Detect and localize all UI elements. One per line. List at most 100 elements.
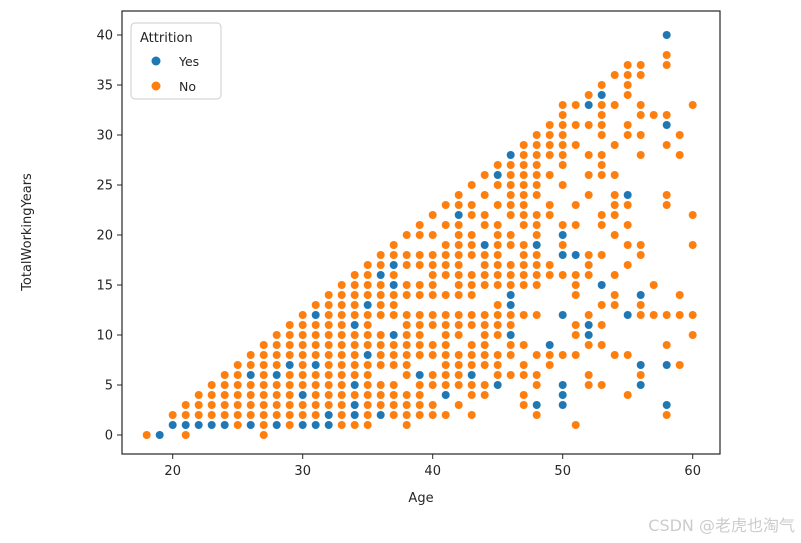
data-point-no bbox=[584, 311, 593, 319]
data-point-yes bbox=[298, 421, 307, 429]
data-point-no bbox=[675, 311, 684, 319]
data-point-no bbox=[532, 181, 541, 189]
data-point-no bbox=[454, 291, 463, 299]
data-point-no bbox=[480, 211, 489, 219]
data-point-no bbox=[623, 91, 632, 99]
data-point-no bbox=[623, 351, 632, 359]
data-point-no bbox=[571, 271, 580, 279]
data-point-no bbox=[597, 121, 606, 129]
data-point-yes bbox=[623, 311, 632, 319]
data-point-no bbox=[597, 161, 606, 169]
data-point-no bbox=[389, 351, 398, 359]
data-point-yes bbox=[350, 411, 359, 419]
data-point-no bbox=[571, 121, 580, 129]
data-point-no bbox=[623, 391, 632, 399]
data-point-no bbox=[363, 331, 372, 339]
data-point-no bbox=[571, 351, 580, 359]
data-point-no bbox=[584, 151, 593, 159]
data-point-no bbox=[493, 371, 502, 379]
data-point-no bbox=[363, 271, 372, 279]
data-point-no bbox=[584, 341, 593, 349]
data-point-no bbox=[532, 151, 541, 159]
data-point-no bbox=[298, 341, 307, 349]
data-point-yes bbox=[506, 151, 515, 159]
data-point-no bbox=[467, 321, 476, 329]
data-point-no bbox=[610, 211, 619, 219]
data-point-no bbox=[324, 371, 333, 379]
data-point-no bbox=[389, 401, 398, 409]
data-point-no bbox=[623, 131, 632, 139]
data-point-no bbox=[467, 391, 476, 399]
data-point-no bbox=[220, 401, 229, 409]
data-point-no bbox=[337, 281, 346, 289]
data-point-no bbox=[519, 141, 528, 149]
data-point-no bbox=[467, 251, 476, 259]
data-point-no bbox=[532, 141, 541, 149]
data-point-no bbox=[506, 181, 515, 189]
data-point-yes bbox=[389, 331, 398, 339]
scatter-points bbox=[142, 31, 697, 439]
data-point-no bbox=[454, 401, 463, 409]
data-point-no bbox=[285, 331, 294, 339]
data-point-yes bbox=[155, 431, 164, 439]
data-point-no bbox=[467, 381, 476, 389]
data-point-no bbox=[298, 321, 307, 329]
data-point-no bbox=[428, 291, 437, 299]
data-point-no bbox=[363, 321, 372, 329]
data-point-yes bbox=[623, 191, 632, 199]
data-point-no bbox=[454, 311, 463, 319]
data-point-no bbox=[584, 271, 593, 279]
data-point-no bbox=[493, 301, 502, 309]
data-point-no bbox=[415, 341, 424, 349]
data-point-no bbox=[376, 281, 385, 289]
data-point-yes bbox=[558, 381, 567, 389]
data-point-no bbox=[467, 231, 476, 239]
data-point-no bbox=[363, 371, 372, 379]
data-point-no bbox=[324, 291, 333, 299]
data-point-no bbox=[324, 361, 333, 369]
data-point-no bbox=[402, 371, 411, 379]
data-point-no bbox=[285, 421, 294, 429]
data-point-no bbox=[532, 261, 541, 269]
y-axis-label: TotalWorkingYears bbox=[20, 173, 35, 292]
data-point-no bbox=[480, 341, 489, 349]
data-point-no bbox=[207, 381, 216, 389]
data-point-no bbox=[311, 301, 320, 309]
data-point-no bbox=[350, 291, 359, 299]
data-point-no bbox=[350, 371, 359, 379]
data-point-no bbox=[363, 411, 372, 419]
data-point-no bbox=[545, 351, 554, 359]
data-point-no bbox=[363, 421, 372, 429]
data-point-no bbox=[532, 191, 541, 199]
data-point-no bbox=[493, 261, 502, 269]
data-point-yes bbox=[662, 361, 671, 369]
data-point-no bbox=[402, 401, 411, 409]
data-point-no bbox=[480, 351, 489, 359]
data-point-no bbox=[558, 121, 567, 129]
data-point-no bbox=[532, 351, 541, 359]
data-point-no bbox=[376, 301, 385, 309]
data-point-no bbox=[441, 411, 450, 419]
data-point-no bbox=[272, 391, 281, 399]
data-point-no bbox=[532, 251, 541, 259]
data-point-no bbox=[545, 201, 554, 209]
data-point-no bbox=[441, 361, 450, 369]
data-point-no bbox=[389, 311, 398, 319]
legend-marker-yes bbox=[151, 56, 161, 66]
data-point-no bbox=[675, 131, 684, 139]
data-point-no bbox=[324, 401, 333, 409]
data-point-no bbox=[506, 211, 515, 219]
data-point-no bbox=[233, 371, 242, 379]
data-point-no bbox=[571, 321, 580, 329]
data-point-yes bbox=[558, 251, 567, 259]
data-point-no bbox=[402, 411, 411, 419]
data-point-yes bbox=[389, 281, 398, 289]
data-point-yes bbox=[350, 321, 359, 329]
data-point-no bbox=[532, 231, 541, 239]
data-point-yes bbox=[506, 291, 515, 299]
data-point-no bbox=[311, 401, 320, 409]
data-point-no bbox=[246, 381, 255, 389]
data-point-no bbox=[194, 401, 203, 409]
data-point-no bbox=[415, 391, 424, 399]
